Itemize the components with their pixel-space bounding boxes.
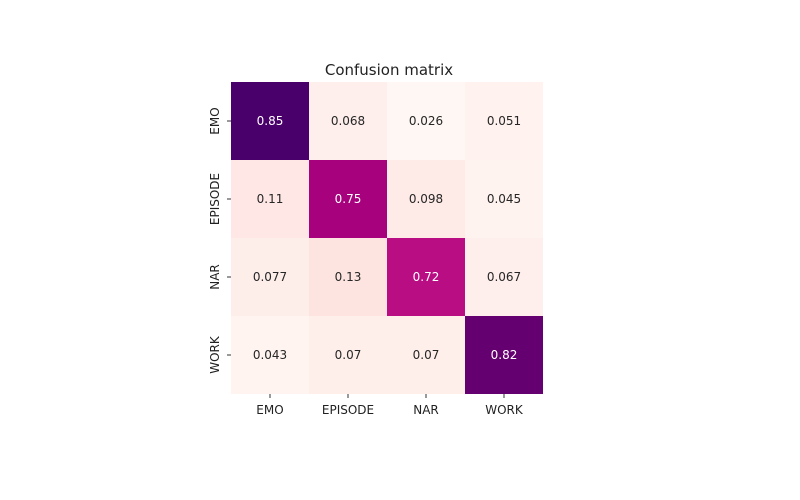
- y-tick-label: EPISODE: [208, 173, 222, 225]
- heatmap-cell: [465, 316, 543, 394]
- cell-value-label: 0.045: [487, 192, 521, 206]
- x-tick-label: NAR: [413, 403, 439, 417]
- cell-value-label: 0.11: [257, 192, 284, 206]
- x-tick-label: EPISODE: [322, 403, 374, 417]
- heatmap-cell: [231, 82, 309, 160]
- cell-value-label: 0.13: [335, 270, 362, 284]
- cell-value-label: 0.07: [335, 348, 362, 362]
- cell-value-label: 0.026: [409, 114, 443, 128]
- heatmap-cell: [309, 316, 387, 394]
- heatmap-cell: [309, 160, 387, 238]
- y-tick-label: NAR: [208, 264, 222, 290]
- y-tick-label: WORK: [208, 335, 222, 374]
- cell-value-label: 0.07: [413, 348, 440, 362]
- cell-value-label: 0.067: [487, 270, 521, 284]
- heatmap-cell: [231, 238, 309, 316]
- x-axis: EMO EPISODE NAR WORK: [256, 394, 524, 417]
- heatmap-cell: [231, 316, 309, 394]
- chart-title: Confusion matrix: [325, 61, 453, 79]
- x-tick-label: WORK: [485, 403, 524, 417]
- cell-value-label: 0.75: [335, 192, 362, 206]
- y-axis: EMO EPISODE NAR WORK: [208, 107, 231, 374]
- heatmap-cell: [309, 82, 387, 160]
- heatmap-cells: 0.85 0.068 0.026 0.051 0.11 0.75 0.098 0.045 0.0…: [231, 82, 543, 394]
- cell-value-label: 0.72: [413, 270, 440, 284]
- heatmap-cell: [231, 160, 309, 238]
- cell-value-label: 0.068: [331, 114, 365, 128]
- cell-value-label: 0.077: [253, 270, 287, 284]
- heatmap-cell: [465, 160, 543, 238]
- cell-value-label: 0.098: [409, 192, 443, 206]
- heatmap-cell: [465, 82, 543, 160]
- cell-value-label: 0.051: [487, 114, 521, 128]
- heatmap-cell: [387, 82, 465, 160]
- cell-value-label: 0.85: [257, 114, 284, 128]
- cell-value-label: 0.043: [253, 348, 287, 362]
- heatmap-cell: [387, 316, 465, 394]
- heatmap-cell: [465, 238, 543, 316]
- heatmap-cell: [309, 238, 387, 316]
- y-tick-label: EMO: [208, 107, 222, 134]
- x-tick-label: EMO: [256, 403, 283, 417]
- heatmap-cell: [387, 238, 465, 316]
- heatmap-cell: [387, 160, 465, 238]
- cell-value-label: 0.82: [491, 348, 518, 362]
